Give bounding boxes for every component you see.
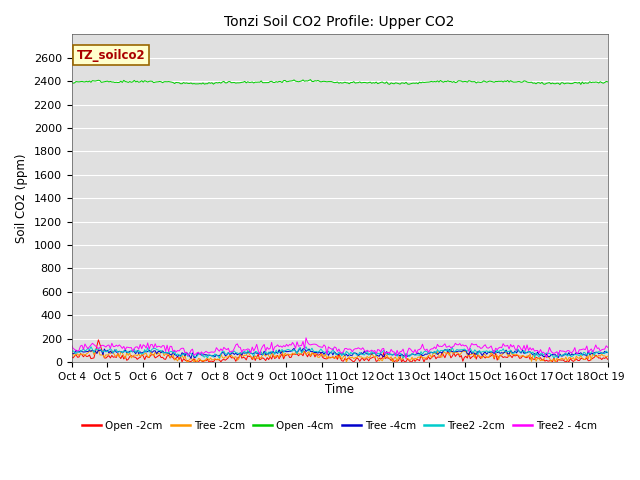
Tree -2cm — [604, 353, 612, 359]
Open -2cm — [135, 355, 143, 361]
Line: Open -4cm: Open -4cm — [72, 80, 608, 84]
Tree2 -2cm — [135, 348, 143, 353]
Open -2cm — [248, 357, 256, 362]
Tree2 -2cm — [604, 350, 612, 356]
Tree2 -2cm — [230, 348, 238, 354]
X-axis label: Time: Time — [325, 383, 354, 396]
Tree2 -2cm — [305, 348, 313, 354]
Tree2 - 4cm — [577, 347, 585, 353]
Open -2cm — [305, 351, 313, 357]
Open -2cm — [604, 357, 612, 362]
Tree2 -2cm — [68, 349, 76, 355]
Tree2 - 4cm — [227, 348, 235, 354]
Open -4cm — [245, 80, 253, 85]
Tree2 - 4cm — [68, 342, 76, 348]
Tree -2cm — [229, 354, 237, 360]
Tree2 - 4cm — [254, 348, 262, 353]
Tree -2cm — [577, 352, 585, 358]
Line: Tree -2cm: Tree -2cm — [72, 349, 608, 362]
Open -2cm — [178, 359, 186, 365]
Open -2cm — [230, 355, 238, 361]
Tree -4cm — [229, 350, 237, 356]
Legend: Open -2cm, Tree -2cm, Open -4cm, Tree -4cm, Tree2 -2cm, Tree2 - 4cm: Open -2cm, Tree -2cm, Open -4cm, Tree -4… — [78, 416, 601, 435]
Tree -4cm — [604, 349, 612, 355]
Open -4cm — [227, 80, 235, 85]
Tree2 - 4cm — [133, 344, 141, 349]
Tree2 -2cm — [87, 344, 95, 349]
Tree2 -2cm — [216, 355, 223, 361]
Tree -2cm — [447, 346, 454, 352]
Tree2 -2cm — [577, 351, 585, 357]
Tree2 - 4cm — [303, 339, 311, 345]
Open -2cm — [257, 356, 265, 362]
Y-axis label: Soil CO2 (ppm): Soil CO2 (ppm) — [15, 154, 28, 243]
Tree -4cm — [577, 350, 585, 356]
Tree2 -2cm — [248, 351, 256, 357]
Tree2 - 4cm — [604, 345, 612, 350]
Tree2 - 4cm — [302, 335, 310, 341]
Tree -2cm — [303, 350, 311, 356]
Open -4cm — [307, 77, 314, 83]
Tree -4cm — [247, 350, 255, 356]
Open -4cm — [68, 79, 76, 85]
Tree2 -2cm — [257, 349, 265, 355]
Tree -4cm — [305, 346, 313, 352]
Open -4cm — [604, 79, 612, 84]
Tree -4cm — [296, 345, 304, 350]
Line: Tree2 -2cm: Tree2 -2cm — [72, 347, 608, 358]
Open -4cm — [556, 82, 564, 87]
Title: Tonzi Soil CO2 Profile: Upper CO2: Tonzi Soil CO2 Profile: Upper CO2 — [225, 15, 455, 29]
Open -2cm — [577, 356, 585, 361]
Line: Tree2 - 4cm: Tree2 - 4cm — [72, 338, 608, 359]
Open -4cm — [254, 79, 262, 85]
Tree -2cm — [190, 359, 198, 365]
Tree -2cm — [68, 352, 76, 358]
Open -4cm — [577, 82, 585, 87]
Open -2cm — [68, 354, 76, 360]
Tree -4cm — [256, 351, 264, 357]
Tree -4cm — [187, 356, 195, 361]
Tree2 - 4cm — [402, 356, 410, 361]
Tree -4cm — [68, 351, 76, 357]
Line: Tree -4cm: Tree -4cm — [72, 348, 608, 359]
Open -2cm — [95, 337, 102, 343]
Tree2 - 4cm — [245, 347, 253, 352]
Open -4cm — [302, 78, 310, 84]
Tree -4cm — [133, 348, 141, 353]
Text: TZ_soilco2: TZ_soilco2 — [77, 49, 145, 62]
Tree -2cm — [256, 355, 264, 360]
Open -4cm — [133, 78, 141, 84]
Tree -2cm — [247, 354, 255, 360]
Line: Open -2cm: Open -2cm — [72, 340, 608, 362]
Tree -2cm — [133, 353, 141, 359]
